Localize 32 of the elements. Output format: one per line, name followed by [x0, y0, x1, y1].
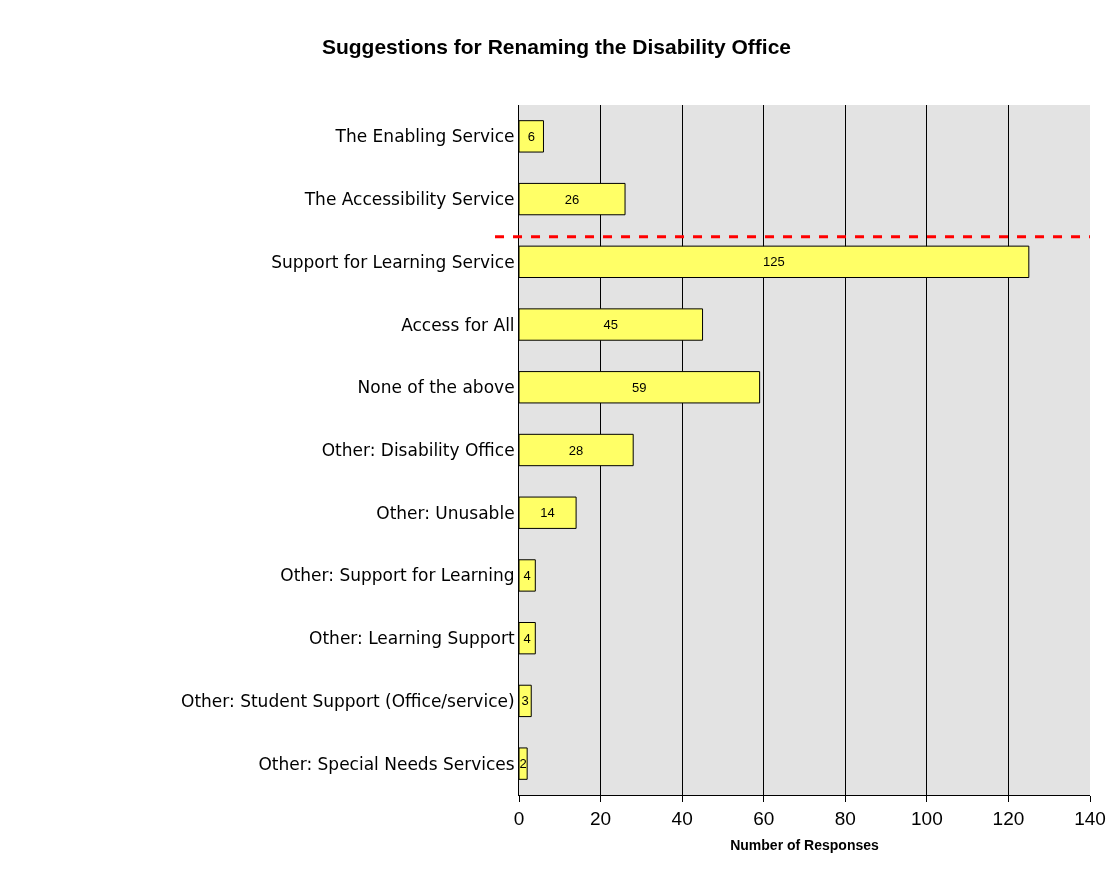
- y-tick-label: Other: Student Support (Office/service): [181, 690, 515, 711]
- chart-title: Suggestions for Renaming the Disability Office: [321, 35, 792, 59]
- y-tick-label: Other: Support for Learning: [280, 565, 515, 586]
- y-tick-label: Support for Learning Service: [271, 251, 515, 272]
- x-tick-label: 100: [911, 807, 943, 829]
- data-label: 6: [527, 128, 535, 144]
- data-label: 26: [564, 191, 580, 207]
- data-label: 4: [523, 630, 531, 646]
- x-tick-label: 60: [753, 807, 775, 829]
- x-tick-label: 0: [513, 807, 525, 829]
- y-tick-label: Other: Disability Office: [321, 439, 515, 460]
- data-label: 2: [519, 756, 527, 772]
- y-tick-label: The Accessibility Service: [303, 189, 515, 210]
- x-tick-label: 80: [834, 807, 856, 829]
- x-tick-label: 40: [671, 807, 693, 829]
- data-label: 28: [568, 442, 584, 458]
- data-label: 59: [632, 379, 647, 395]
- y-tick-label: Access for All: [401, 314, 515, 335]
- y-tick-label: The Enabling Service: [334, 126, 515, 147]
- data-label: 14: [540, 505, 555, 521]
- x-tick-label: 20: [590, 807, 612, 829]
- y-tick-label: None of the above: [357, 377, 515, 398]
- x-tick-label: 120: [992, 807, 1025, 829]
- y-tick-label: Other: Special Needs Services: [258, 753, 515, 774]
- data-label: 125: [763, 254, 785, 270]
- data-label: 4: [523, 567, 531, 583]
- x-tick-label: 140: [1074, 807, 1106, 829]
- x-axis-title: Number of Responses: [730, 837, 879, 854]
- y-tick-label: Other: Learning Support: [309, 628, 515, 649]
- data-label: 45: [603, 317, 618, 333]
- y-tick-label: Other: Unusable: [376, 502, 515, 523]
- data-label: 3: [521, 693, 529, 709]
